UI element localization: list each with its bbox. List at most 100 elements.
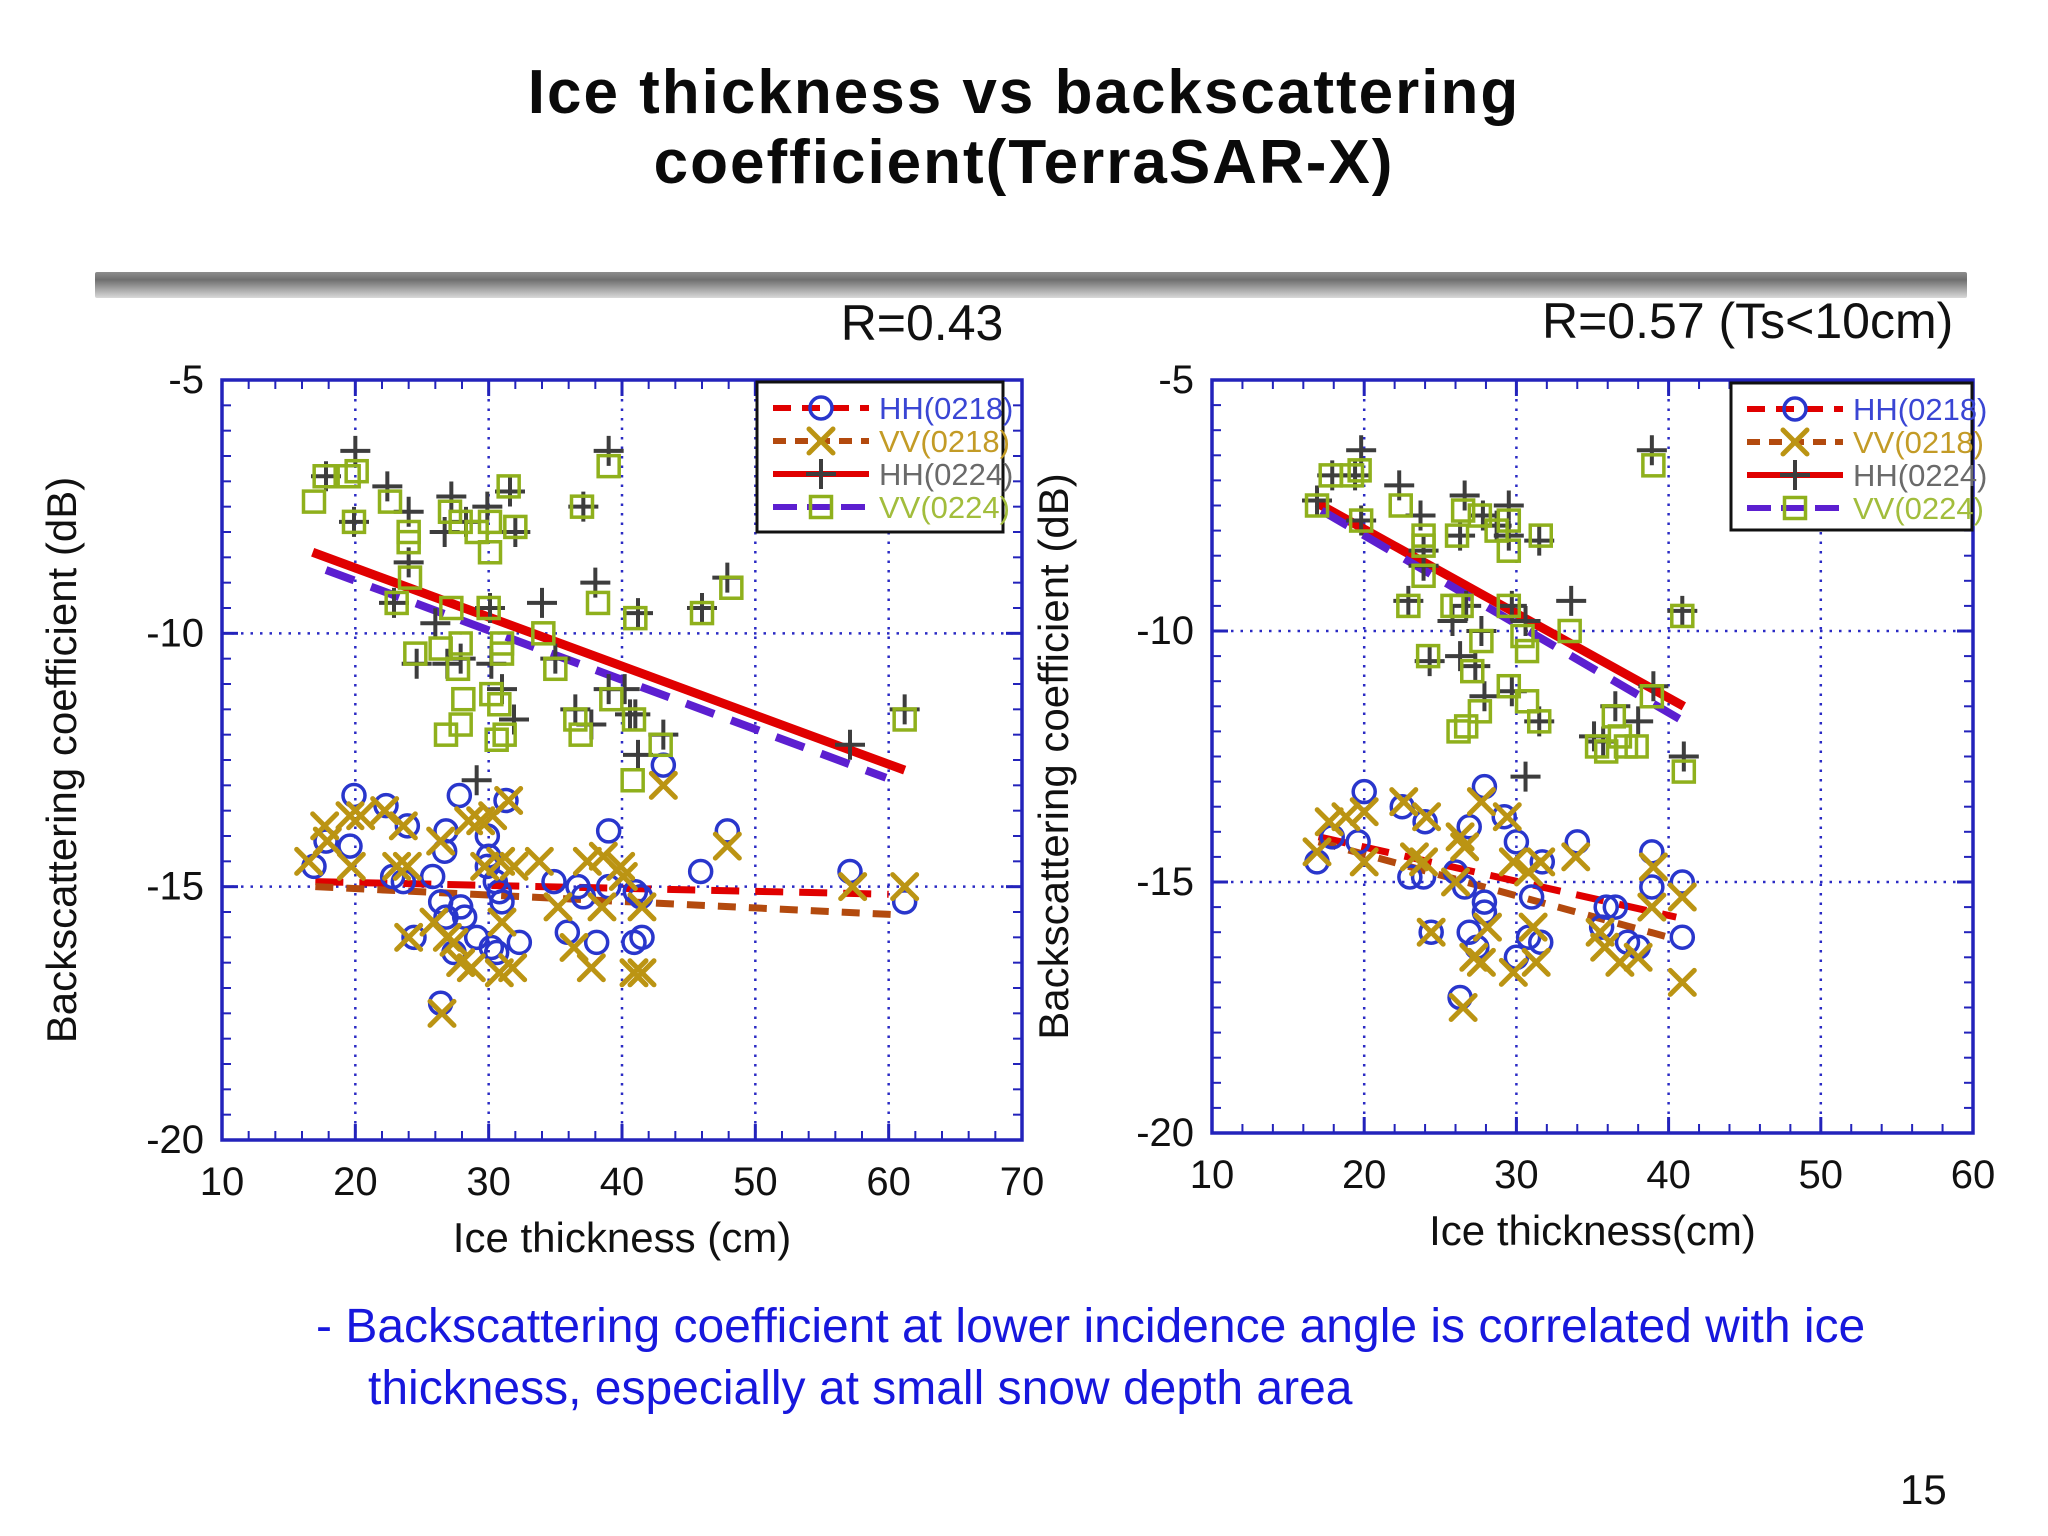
data-point-HH(0218): [1602, 894, 1629, 920]
legend-box: [1729, 381, 1974, 532]
legend-label-VV(0224): VV(0224): [1853, 491, 1984, 526]
data-point-VV(0218): [1498, 847, 1528, 877]
data-point-VV(0218): [1302, 837, 1332, 867]
data-point-VV(0218): [427, 998, 457, 1028]
data-point-VV(0218): [838, 872, 868, 902]
data-point-VV(0218): [543, 892, 573, 922]
legend-label-VV(0218): VV(0218): [879, 424, 1010, 459]
data-point-VV(0218): [1492, 802, 1522, 832]
x-tick-label: 10: [1190, 1153, 1235, 1197]
x-tick-label: 60: [866, 1160, 911, 1204]
data-point-VV(0218): [494, 786, 524, 816]
data-point-HH(0218): [446, 782, 473, 809]
page-number: 15: [1900, 1466, 1947, 1513]
x-tick-label: 50: [733, 1160, 778, 1204]
data-point-VV(0218): [1412, 802, 1442, 832]
data-point-HH(0218): [1669, 924, 1696, 950]
data-point-VV(0218): [619, 958, 649, 988]
data-point-VV(0218): [499, 851, 529, 881]
data-point-VV(0218): [346, 801, 376, 831]
data-point-HH(0224): [1510, 761, 1541, 792]
data-point-HH(0218): [451, 904, 478, 930]
data-point-VV(0218): [1667, 967, 1697, 997]
data-point-VV(0224): [1460, 658, 1485, 684]
data-point-HH(0224): [835, 729, 865, 760]
data-point-VV(0218): [1526, 847, 1556, 877]
data-point-HH(0218): [1418, 919, 1444, 945]
data-point-HH(0218): [1639, 874, 1665, 900]
data-point-VV(0218): [498, 953, 528, 983]
caption-line1: - Backscattering coefficient at lower in…: [316, 1300, 1866, 1353]
data-point-VV(0224): [492, 722, 517, 747]
data-point-VV(0224): [1514, 638, 1540, 664]
data-point-VV(0224): [569, 494, 595, 519]
data-point-VV(0224): [531, 621, 556, 646]
data-point-VV(0224): [1496, 538, 1522, 563]
x-tick-label: 60: [1951, 1153, 1996, 1197]
x-axis-label: Ice thickness (cm): [453, 1214, 791, 1261]
data-point-HH(0218): [486, 878, 513, 905]
data-point-VV(0218): [1605, 947, 1635, 977]
data-point-VV(0218): [572, 846, 602, 876]
data-point-HH(0224): [472, 491, 503, 522]
data-point-VV(0224): [477, 540, 503, 565]
data-point-VV(0224): [1450, 498, 1476, 523]
x-tick-label: 50: [1799, 1153, 1844, 1197]
data-point-VV(0218): [1518, 912, 1548, 942]
legend-label-VV(0218): VV(0218): [1853, 425, 1984, 460]
legend-label-HH(0218): HH(0218): [879, 391, 1013, 426]
y-tick-label: -5: [168, 358, 204, 402]
data-point-HH(0218): [1515, 924, 1542, 950]
data-point-HH(0224): [372, 471, 403, 502]
data-point-HH(0218): [1412, 809, 1438, 835]
data-point-VV(0218): [1466, 947, 1496, 977]
data-point-VV(0224): [1671, 759, 1697, 784]
data-point-HH(0218): [337, 833, 363, 859]
legend-label-VV(0224): VV(0224): [879, 490, 1010, 525]
data-point-HH(0224): [1469, 681, 1500, 712]
data-point-VV(0224): [892, 707, 917, 732]
data-point-VV(0218): [1441, 867, 1471, 897]
data-point-HH(0218): [1669, 869, 1696, 895]
y-tick-label: -5: [1158, 358, 1194, 402]
legend-label-HH(0224): HH(0224): [1853, 458, 1987, 493]
data-point-VV(0224): [1496, 593, 1522, 619]
data-point-HH(0224): [623, 598, 653, 629]
data-point-HH(0218): [1471, 889, 1498, 915]
data-point-HH(0224): [1623, 706, 1654, 737]
data-point-VV(0224): [1528, 523, 1554, 548]
data-point-VV(0224): [1639, 684, 1665, 709]
data-point-VV(0224): [1670, 603, 1695, 629]
x-tick-label: 20: [333, 1160, 378, 1204]
data-point-HH(0218): [401, 924, 427, 951]
data-point-VV(0224): [568, 722, 593, 747]
data-point-VV(0218): [1623, 942, 1653, 972]
x-tick-label: 30: [466, 1160, 511, 1204]
data-point-VV(0218): [454, 806, 484, 836]
data-point-VV(0224): [1469, 628, 1494, 654]
data-point-VV(0224): [396, 529, 421, 555]
data-point-VV(0218): [648, 770, 678, 800]
x-tick-label: 10: [200, 1160, 245, 1204]
x-tick-label: 30: [1494, 1153, 1539, 1197]
data-point-VV(0224): [1467, 503, 1493, 528]
data-point-HH(0224): [1556, 585, 1587, 616]
data-point-VV(0224): [599, 686, 624, 712]
x-axis-label: Ice thickness(cm): [1429, 1207, 1756, 1254]
data-point-VV(0218): [587, 892, 617, 922]
y-axis-label: Backscattering coefficient (dB): [38, 477, 85, 1044]
legend-box: [755, 380, 1005, 534]
data-point-VV(0218): [487, 907, 517, 937]
data-point-VV(0224): [1526, 709, 1552, 734]
data-point-HH(0224): [461, 765, 492, 796]
page-title-line1: Ice thickness vs backscattering: [527, 58, 1521, 127]
data-point-VV(0224): [487, 692, 512, 717]
title-divider: [95, 272, 1967, 298]
caption-line2: thickness, especially at small snow dept…: [368, 1362, 1353, 1416]
data-point-VV(0218): [388, 811, 418, 841]
data-point-VV(0224): [445, 656, 471, 682]
trend-line-VV(0224): [324, 566, 888, 782]
data-point-VV(0224): [1449, 593, 1474, 619]
data-point-VV(0218): [1448, 993, 1478, 1022]
